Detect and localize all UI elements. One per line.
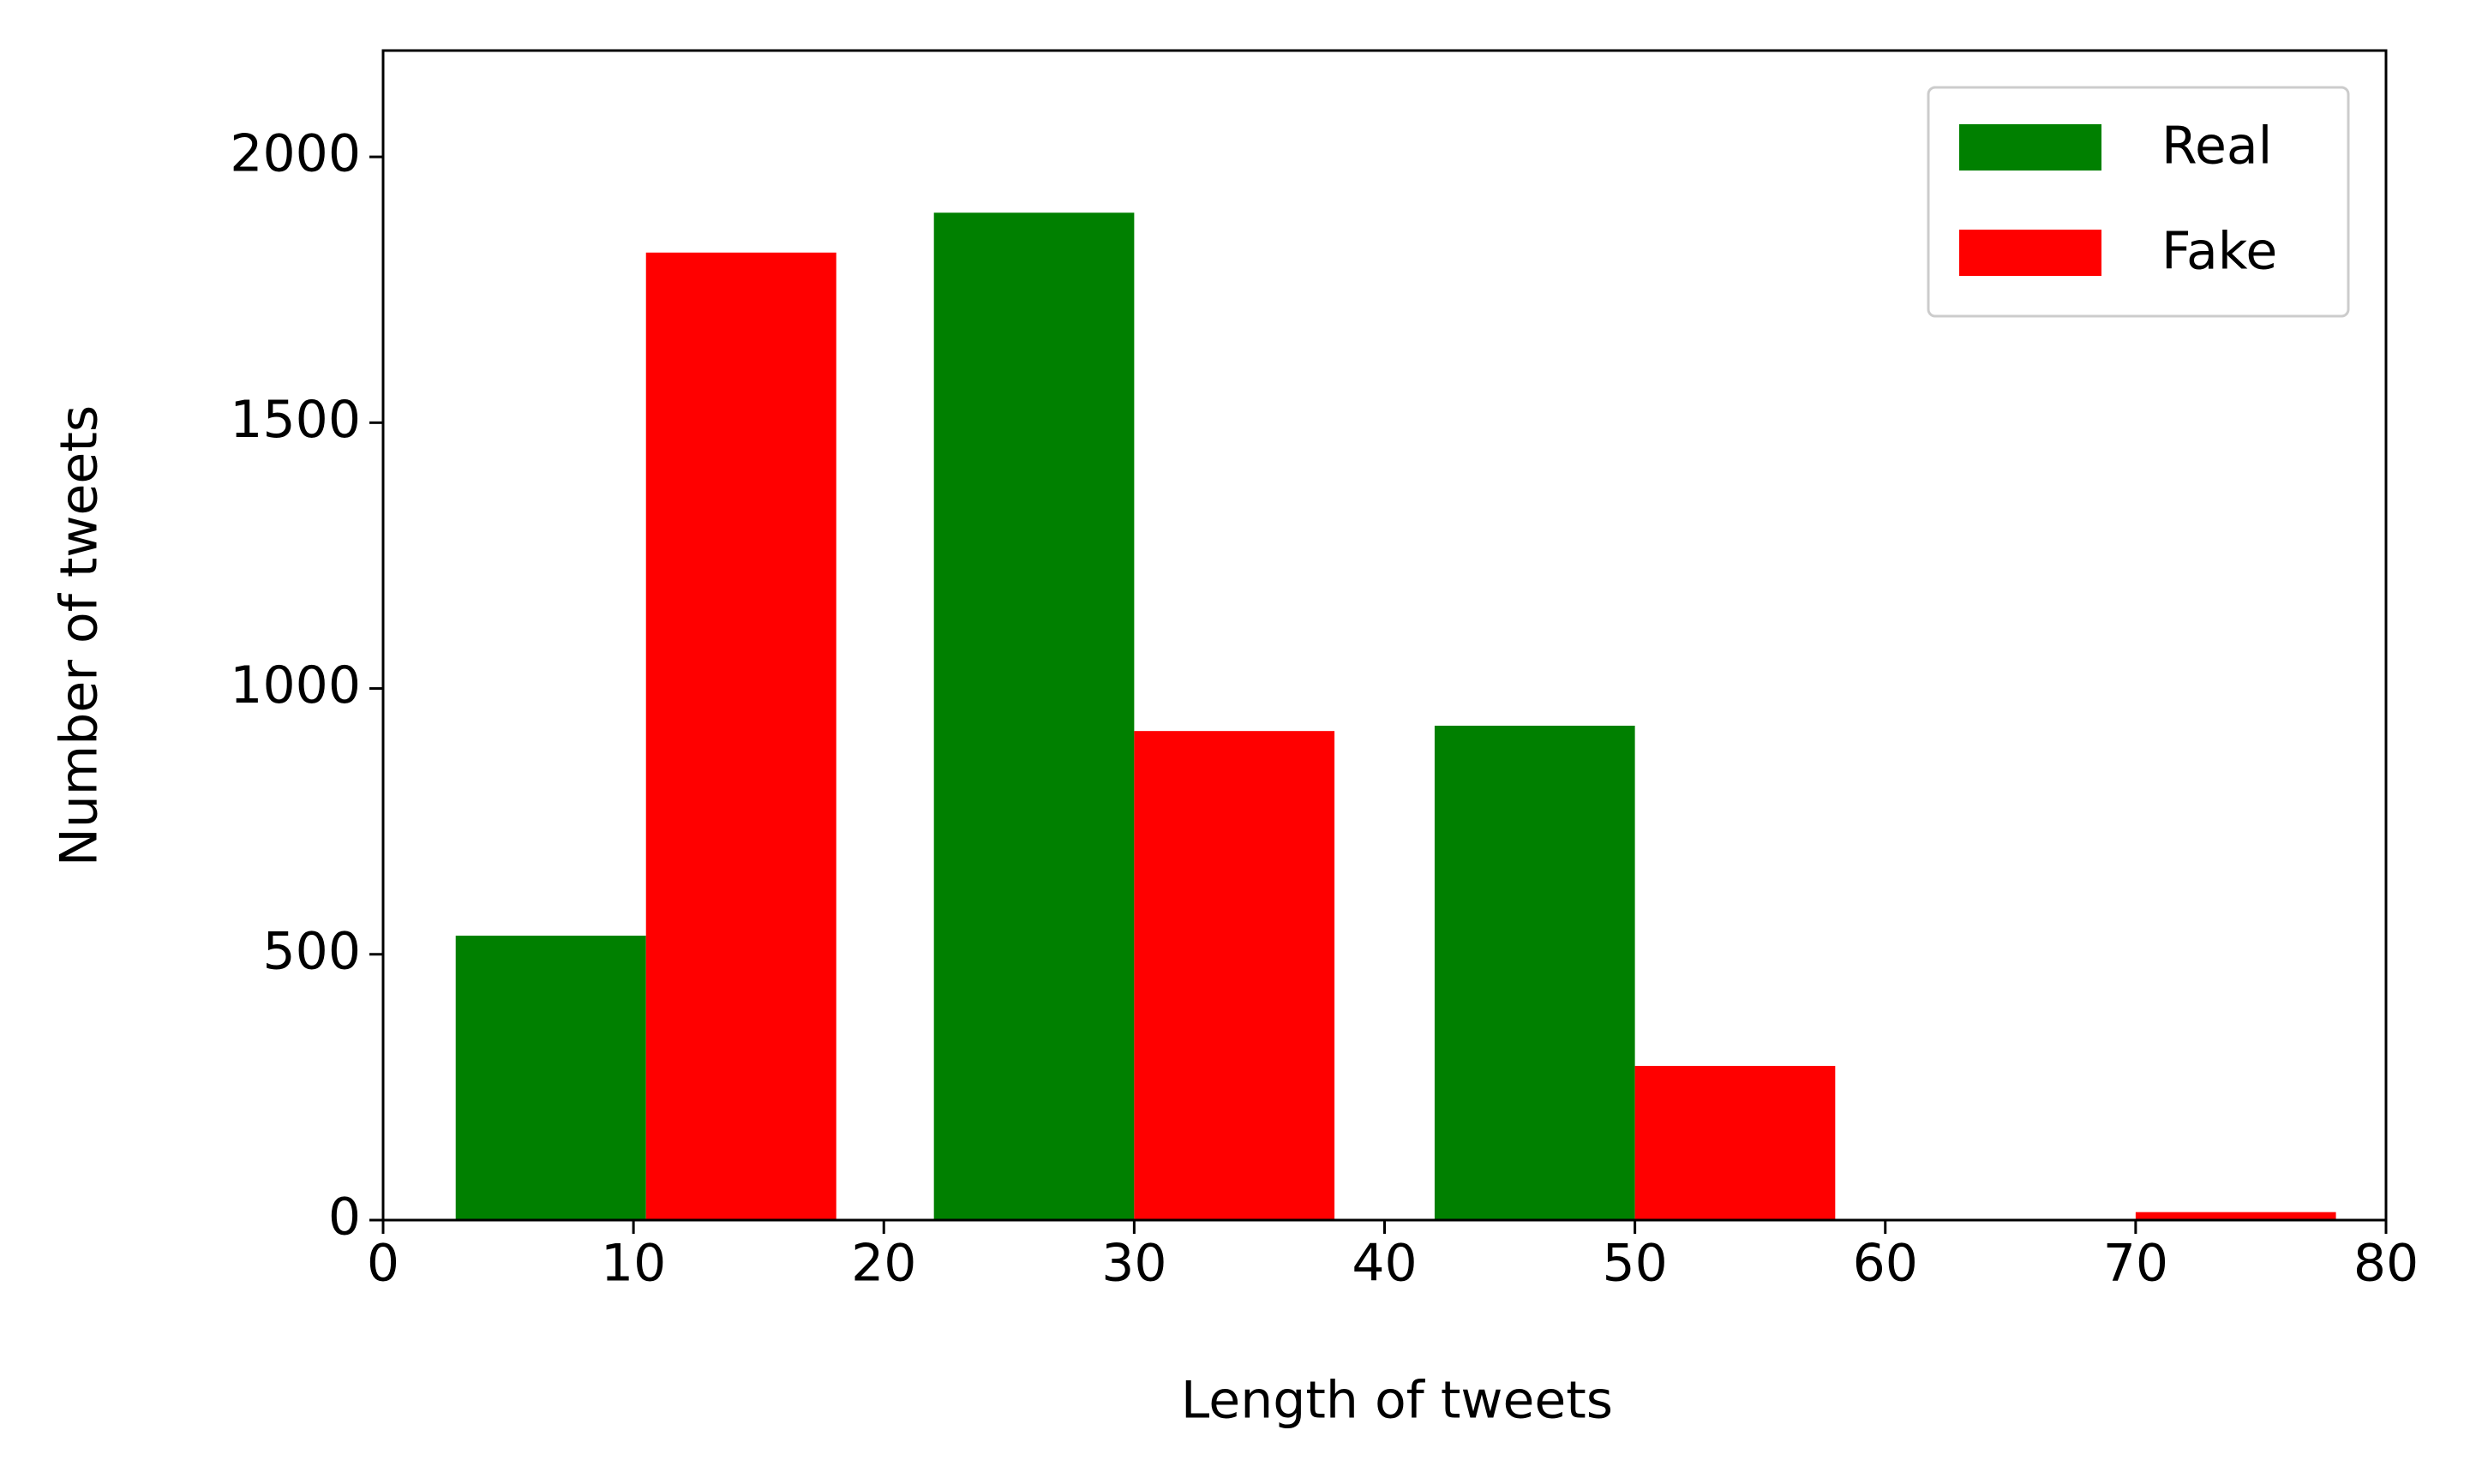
y-tick-label: 2000 bbox=[230, 124, 361, 184]
x-tick-label: 60 bbox=[1853, 1234, 1918, 1294]
bar bbox=[1434, 725, 1635, 1220]
x-tick-label: 70 bbox=[2103, 1234, 2168, 1294]
legend-box bbox=[1927, 86, 2350, 318]
y-tick-label: 0 bbox=[328, 1188, 361, 1248]
x-tick-label: 20 bbox=[851, 1234, 916, 1294]
x-tick-label: 80 bbox=[2353, 1234, 2419, 1294]
bar bbox=[455, 936, 646, 1220]
y-tick-label: 1000 bbox=[230, 655, 361, 715]
axes-frame bbox=[381, 49, 2388, 1222]
x-tick-label: 0 bbox=[367, 1234, 399, 1294]
bar bbox=[933, 212, 1135, 1220]
legend-swatch bbox=[1959, 230, 2101, 276]
y-tick-label: 1500 bbox=[230, 390, 361, 450]
legend-swatch bbox=[1959, 124, 2101, 171]
bar bbox=[645, 252, 836, 1221]
x-tick-label: 10 bbox=[601, 1234, 666, 1294]
x-tick-label: 50 bbox=[1602, 1234, 1667, 1294]
legend-label: Fake bbox=[2161, 222, 2277, 282]
legend-label: Real bbox=[2161, 117, 2272, 177]
bar bbox=[1134, 731, 1335, 1220]
x-tick-label: 30 bbox=[1101, 1234, 1166, 1294]
x-tick-label: 40 bbox=[1352, 1234, 1417, 1294]
bar bbox=[2135, 1212, 2336, 1220]
y-tick-label: 500 bbox=[262, 921, 361, 981]
bar bbox=[1634, 1066, 1836, 1220]
x-axis-label: Length of tweets bbox=[1181, 1371, 1613, 1431]
y-axis-label: Number of tweets bbox=[50, 405, 110, 866]
